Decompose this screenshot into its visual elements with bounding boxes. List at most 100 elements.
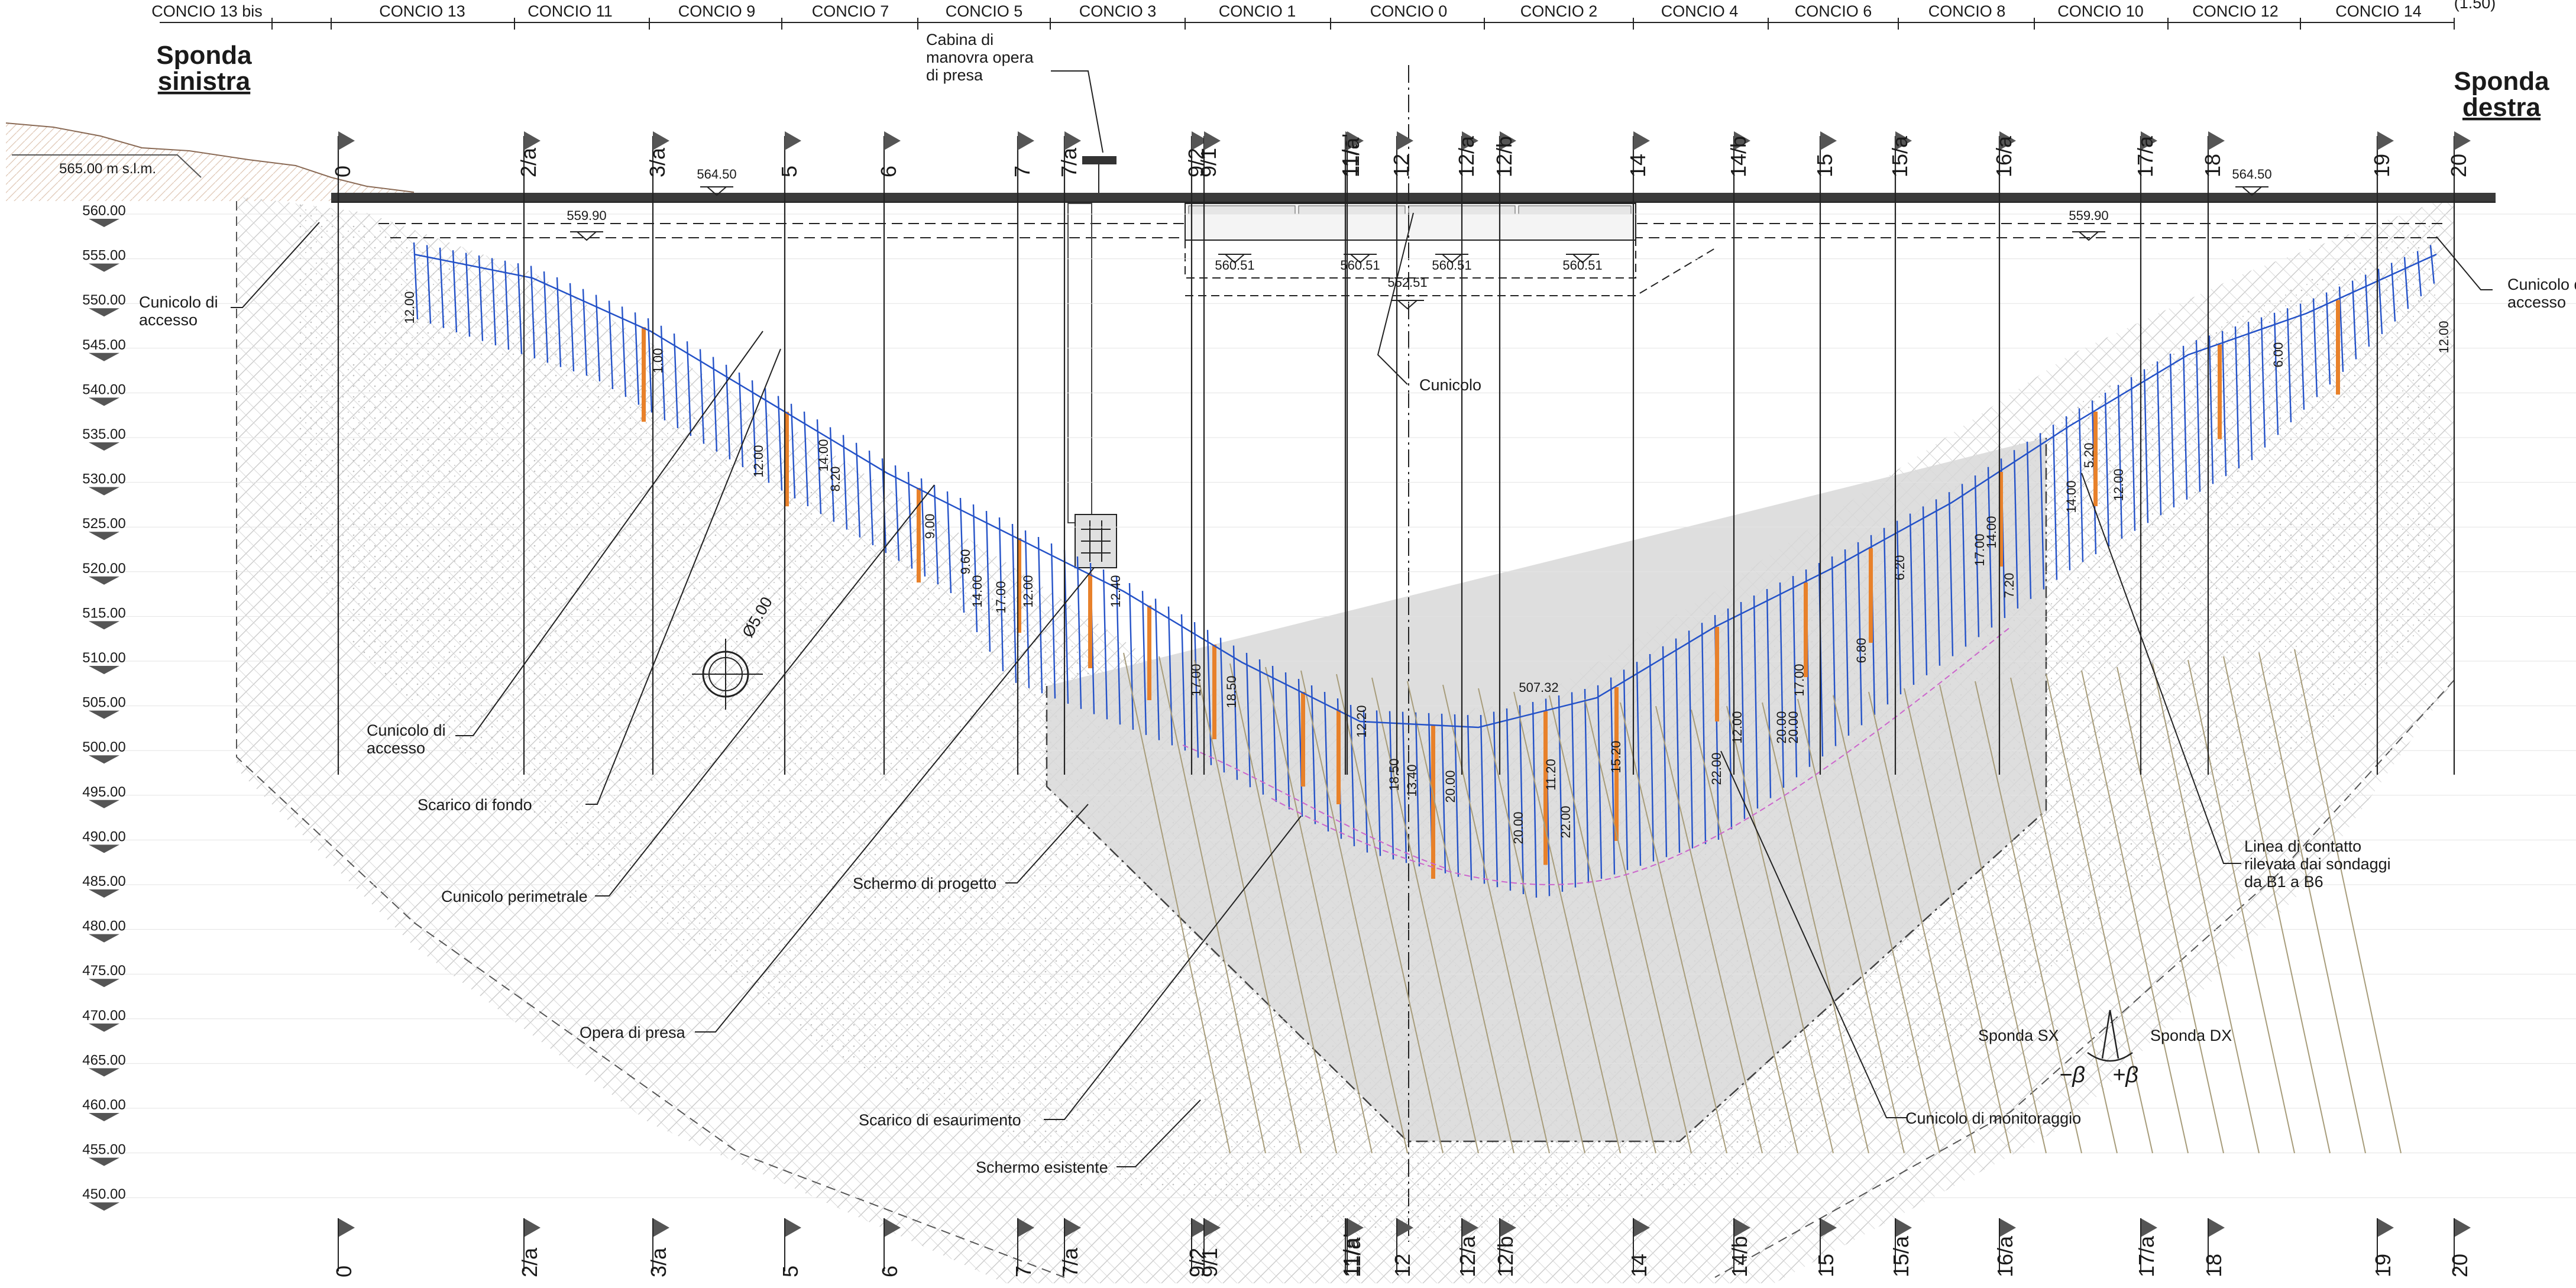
- old-screen-hole: [1229, 663, 1337, 1154]
- old-screen-hole: [2152, 663, 2260, 1154]
- grout-hole: [686, 341, 692, 436]
- dimension-value: 12.40: [1108, 575, 1123, 607]
- grout-hole: [1350, 704, 1355, 846]
- access-right-1: Cunicolo di: [2507, 276, 2576, 293]
- foundation-profile: [413, 253, 2437, 729]
- access-right-2: accesso: [2507, 293, 2566, 311]
- grout-hole: [1896, 520, 1902, 695]
- elevation-arrow: [89, 1023, 119, 1032]
- intake-tower: [1067, 156, 1117, 568]
- grout-hole: [2221, 331, 2227, 477]
- grout-hole: [1636, 662, 1642, 866]
- old-screen-hole: [1300, 670, 1408, 1154]
- dimension-value: 7.20: [2002, 573, 2017, 598]
- grout-hole: [1909, 513, 1915, 685]
- old-screen-hole: [2046, 674, 2153, 1154]
- left-bank-title-2: sinistra: [158, 67, 251, 96]
- section-arrow-top: [524, 131, 541, 150]
- dimension-value: 20.00: [1443, 770, 1458, 802]
- existing-screen-holes: [1123, 649, 2402, 1154]
- grout-hole: [764, 388, 770, 483]
- grout-hole: [1935, 499, 1941, 666]
- dimension-value: 9.60: [958, 549, 973, 575]
- section-label-bottom: 7: [1011, 1266, 1035, 1277]
- section-label-bottom: 9/2: [1185, 1248, 1209, 1277]
- elevation-arrow: [89, 1113, 119, 1121]
- section-arrow-top: [1820, 131, 1837, 150]
- grout-hole: [1310, 685, 1316, 824]
- section-label-bottom: 11/a: [1341, 1237, 1365, 1277]
- grout-hole: [582, 289, 588, 376]
- dimension-value: 12.00: [402, 291, 417, 323]
- section-label-bottom: 6: [878, 1266, 902, 1277]
- grout-hole: [2234, 326, 2240, 469]
- section-arrow-bottom: [2141, 1218, 2157, 1237]
- grout-hole: [1493, 711, 1499, 888]
- dimension-value: 14.00: [2064, 480, 2079, 513]
- elevation-label: 540.00: [82, 381, 125, 397]
- section-label-bottom: 14/b: [1727, 1236, 1752, 1277]
- grout-hole: [1284, 672, 1290, 810]
- concio-label: CONCIO 13: [379, 2, 465, 20]
- section-arrow-top: [1064, 131, 1081, 150]
- grout-holes: [413, 242, 2435, 898]
- left-bank-title-1: Sponda: [156, 41, 252, 70]
- dimension-value: 20.00: [1786, 711, 1801, 743]
- section-arrow-top: [2454, 131, 2471, 150]
- concio-label: CONCIO 11: [528, 2, 613, 20]
- grout-hole: [933, 484, 939, 585]
- grout-hole: [1480, 714, 1486, 884]
- grout-hole: [1571, 692, 1577, 888]
- dimension-value: 11.20: [1543, 759, 1558, 790]
- walkway-level-left: 559.90: [567, 208, 606, 223]
- section-label-top: 12/a: [1454, 135, 1478, 177]
- dimension-value: 18.50: [1224, 675, 1239, 708]
- old-screen-hole: [1797, 698, 1905, 1154]
- grout-hole: [1076, 556, 1082, 709]
- grout-hole: [1037, 536, 1043, 694]
- section-label-bottom: 9/1: [1198, 1248, 1222, 1277]
- section-arrow-bottom: [1347, 1218, 1364, 1237]
- grout-hole: [1766, 588, 1772, 798]
- section-arrow-top: [2208, 131, 2225, 150]
- grout-hole: [1297, 678, 1303, 817]
- old-screen-hole: [2117, 666, 2224, 1154]
- schermo-esistente-label: Schermo esistente: [976, 1158, 1108, 1176]
- gallery-floor-level: 552.51: [1387, 275, 1427, 290]
- dimension-value: 6.00: [2271, 342, 2286, 368]
- section-arrow-bottom: [1064, 1218, 1081, 1237]
- old-screen-hole: [1691, 709, 1798, 1154]
- grout-hole: [634, 312, 640, 405]
- concio-label: CONCIO 5: [946, 2, 1023, 20]
- grout-hole: [2429, 245, 2435, 284]
- section-label-bottom: 20: [2448, 1254, 2472, 1277]
- concio-label: CONCIO 14: [2335, 2, 2422, 20]
- grout-hole: [2156, 361, 2162, 516]
- grout-hole: [1597, 685, 1603, 879]
- beta-sign: [2087, 1009, 2133, 1062]
- grout-hole: [2052, 425, 2058, 580]
- grout-hole: [517, 263, 523, 354]
- grout-hole: [1623, 669, 1629, 870]
- grout-hole: [855, 442, 861, 538]
- cunicolo-monitoraggio-label: Cunicolo di monitoraggio: [1905, 1109, 2081, 1127]
- elevation-label: 535.00: [82, 426, 125, 442]
- highlighted-hole: [2093, 412, 2098, 506]
- section-arrow-bottom: [1895, 1218, 1912, 1237]
- dimension-value: 12.00: [2436, 321, 2451, 353]
- dimension-value: 13.40: [1404, 764, 1419, 797]
- highlighted-hole: [1543, 711, 1548, 865]
- section-arrow-top: [653, 131, 669, 150]
- dimension-value: 17.00: [1189, 664, 1203, 696]
- section-label-top: 16/a: [1992, 135, 2016, 177]
- section-arrow-top: [1895, 131, 1912, 150]
- right-bank-title-2: destra: [2462, 93, 2541, 122]
- grout-hole: [2260, 317, 2266, 448]
- elevation-arrow: [89, 934, 119, 943]
- dimension-value: 18.50: [1387, 758, 1402, 791]
- grout-hole: [1271, 665, 1277, 802]
- grout-hole: [2117, 384, 2123, 539]
- grout-hole: [1558, 695, 1564, 892]
- grout-hole: [1688, 630, 1694, 849]
